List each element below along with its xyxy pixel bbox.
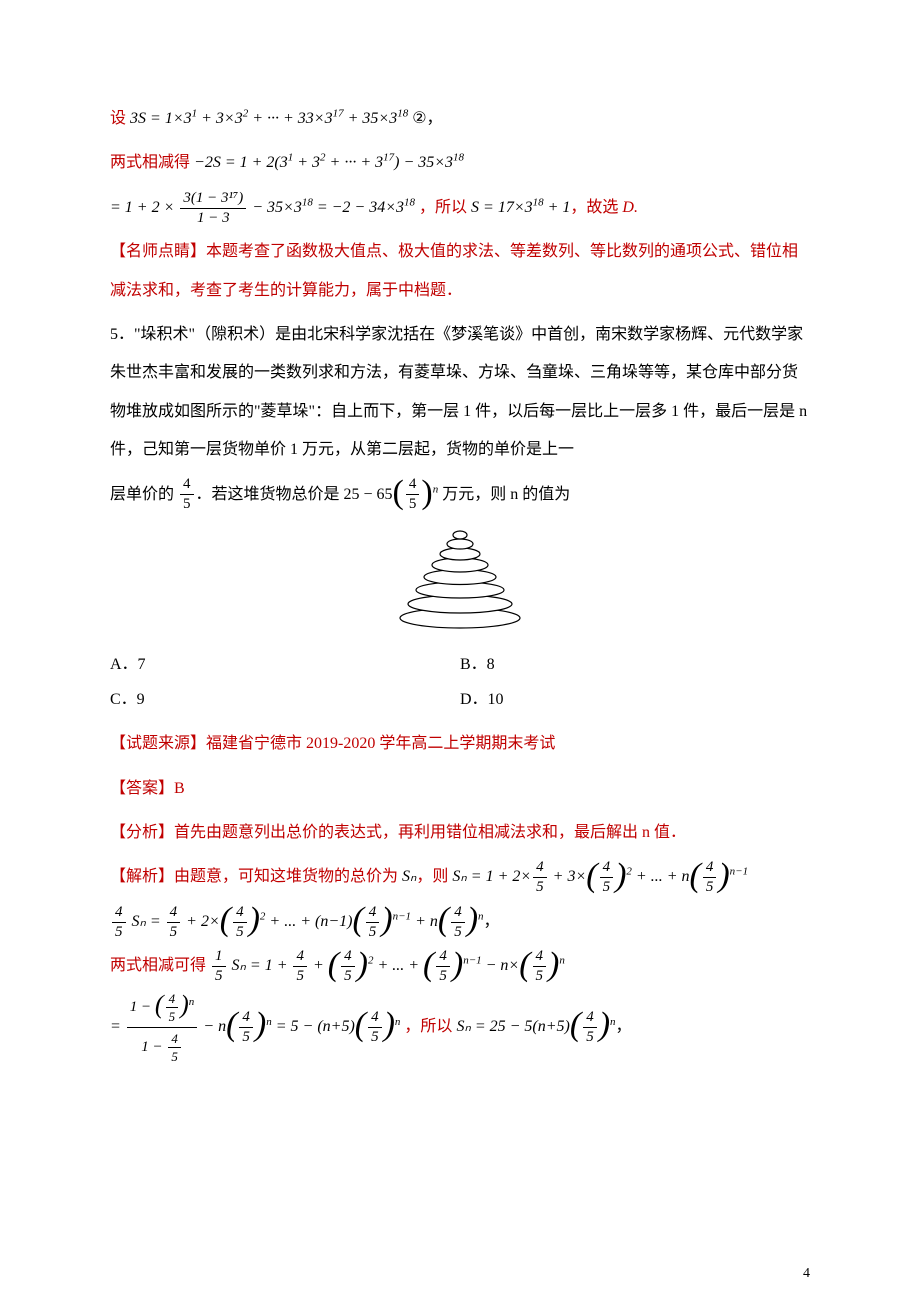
derivation-eq-2: 两式相减得 −2S = 1 + 2(31 + 32 + ··· + 317) −… <box>110 144 810 182</box>
text: 设 <box>110 110 130 127</box>
stack-figure <box>110 520 810 635</box>
answer-label: 【答案】B <box>110 770 810 808</box>
derivation-eq-3: = 1 + 2 × 3(1 − 3¹⁷)1 − 3 − 35×318 = −2 … <box>110 189 810 227</box>
option-c: C．9 <box>110 682 460 717</box>
option-b: B．8 <box>460 647 810 682</box>
question-5-text: 5．"垛积术"（隙积术）是由北宋科学家沈括在《梦溪笔谈》中首创，南宋数学家杨辉、… <box>110 316 810 470</box>
option-a: A．7 <box>110 647 460 682</box>
solution-line-1: 【解析】由题意，可知这堆货物的总价为 Sₙ，则 Sₙ = 1 + 2×45 + … <box>110 858 810 896</box>
analysis: 【分析】首先由题意列出总价的表达式，再利用错位相减法求和，最后解出 n 值． <box>110 814 810 852</box>
math: 3S = 1×31 + 3×32 + ··· + 33×317 + 35×318 <box>130 110 408 127</box>
solution-line-4: = 1 − (45)n 1 − 45 − n(45)n = 5 − (n+5)(… <box>110 992 810 1063</box>
math: −2S = 1 + 2(31 + 32 + ··· + 317) − 35×31… <box>194 154 464 171</box>
derivation-eq-1: 设 3S = 1×31 + 3×32 + ··· + 33×317 + 35×3… <box>110 100 810 138</box>
solution-line-2: 45 Sₙ = 45 + 2×(45)2 + ... + (n−1)(45)n−… <box>110 903 810 941</box>
teacher-comment: 【名师点睛】本题考查了函数极大值点、极大值的求法、等差数列、等比数列的通项公式、… <box>110 233 810 310</box>
math: = 1 + 2 × 3(1 − 3¹⁷)1 − 3 − 35×318 = −2 … <box>110 199 419 216</box>
question-source: 【试题来源】福建省宁德市 2019-2020 学年高二上学期期末考试 <box>110 725 810 763</box>
question-5-text-2: 层单价的 45．若这堆货物总价是 25 − 65(45)n 万元，则 n 的值为 <box>110 476 810 514</box>
solution-line-3: 两式相减可得 15 Sₙ = 1 + 45 + (45)2 + ... + (4… <box>110 947 810 985</box>
options: A．7 B．8 C．9 D．10 <box>110 647 810 717</box>
page-number: 4 <box>803 1266 810 1282</box>
option-d: D．10 <box>460 682 810 717</box>
